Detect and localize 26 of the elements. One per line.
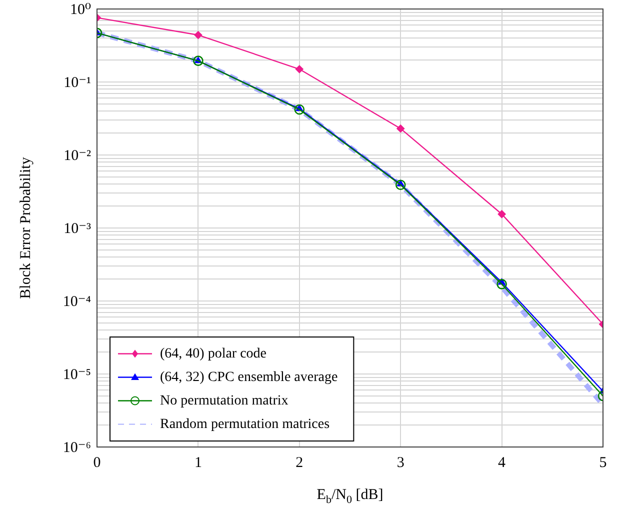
legend-label: No permutation matrix — [160, 393, 288, 408]
x-tick-label: 3 — [396, 455, 404, 471]
point — [193, 56, 204, 66]
x-tick-label: 2 — [296, 455, 304, 471]
point — [395, 180, 406, 190]
legend-label: (64, 40) polar code — [160, 346, 267, 362]
legend-label: Random permutation matrices — [160, 416, 330, 432]
legend-label: (64, 32) CPC ensemble average — [160, 370, 338, 385]
y-tick-label: 10⁻⁵ — [62, 367, 92, 383]
x-tick-label: 1 — [194, 455, 202, 471]
y-tick-label: 10⁻⁴ — [62, 294, 92, 310]
point — [194, 31, 202, 40]
x-tick-label: 0 — [93, 455, 101, 471]
y-axis-title: Block Error Probability — [18, 156, 34, 299]
y-tick-label: 10⁻³ — [64, 221, 92, 237]
point — [496, 279, 507, 290]
point — [295, 65, 304, 74]
y-tick-label: 10⁻² — [64, 148, 92, 164]
y-tick-label: 10⁰ — [70, 2, 91, 18]
point — [294, 104, 305, 115]
point — [396, 124, 405, 133]
x-tick-label: 4 — [498, 455, 506, 471]
y-tick-label: 10⁻¹ — [64, 75, 92, 91]
y-tick-label: 10⁻⁶ — [62, 440, 92, 456]
point — [498, 210, 506, 218]
x-tick-label: 5 — [599, 455, 607, 471]
